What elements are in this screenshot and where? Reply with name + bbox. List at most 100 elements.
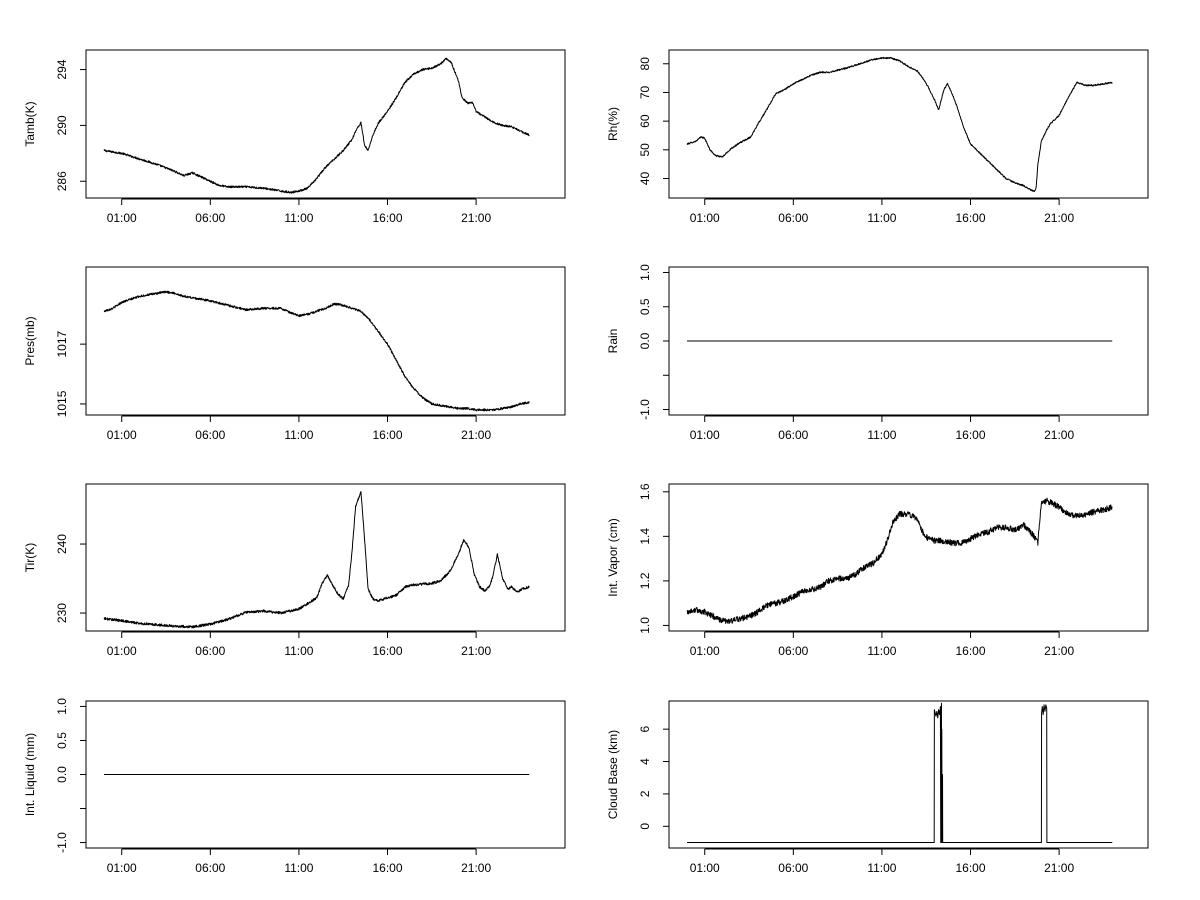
y-axis-pres: 1015 1017 (55, 330, 87, 417)
x-tick-label: 01:00 (107, 861, 137, 875)
y-tick-label: 286 (55, 171, 69, 191)
x-tick-label: 21:00 (461, 861, 491, 875)
y-tick-label: 240 (55, 534, 69, 554)
y-axis-label-tamb: Tamb(K) (23, 101, 37, 146)
x-tick-label: 21:00 (461, 428, 491, 442)
series-line-int-vapor (686, 497, 1113, 625)
x-axis-cloud-base: 01:00 06:00 11:00 16:00 21:00 (690, 848, 1074, 875)
x-tick-label: 01:00 (107, 644, 137, 658)
y-tick-label: 4 (638, 758, 652, 765)
y-axis-rh: 40 50 60 70 80 (638, 57, 670, 186)
y-axis-label-int-liquid: Int. Liquid (mm) (23, 733, 37, 816)
x-tick-label: 16:00 (956, 211, 986, 225)
y-tick-label: 80 (638, 57, 652, 71)
y-tick-label: -1.0 (638, 399, 652, 420)
panel-pres: 01:00 06:00 11:00 16:00 21:00 1015 1017 Pres(mb… (23, 266, 566, 442)
x-tick-label: 16:00 (373, 211, 403, 225)
x-tick-label: 21:00 (1044, 861, 1074, 875)
y-axis-int-liquid: -1.0 0.0 0.5 1.0 (55, 698, 87, 853)
y-axis-tamb: 286 290 294 (55, 59, 87, 191)
x-tick-label: 11:00 (867, 861, 896, 875)
y-tick-label: 6 (638, 726, 652, 733)
series-line-cloud-base (687, 702, 1113, 843)
x-axis-rh: 01:00 06:00 11:00 16:00 21:00 (690, 198, 1074, 225)
x-tick-label: 21:00 (461, 211, 491, 225)
x-tick-label: 16:00 (373, 428, 403, 442)
plot-frame-cloud-base (668, 700, 1149, 849)
x-tick-label: 16:00 (373, 861, 403, 875)
panel-int-liquid: 01:00 06:00 11:00 16:00 21:00 -1.0 0.0 0.5 1.0 In… (23, 698, 566, 875)
panel-tir: 01:00 06:00 11:00 16:00 21:00 230 240 Tir(K) (23, 483, 566, 658)
y-tick-label: 1015 (55, 390, 69, 417)
x-tick-label: 01:00 (690, 644, 720, 658)
y-tick-label: 1.6 (638, 483, 652, 500)
series-line-pres (103, 290, 530, 412)
plot-frame-tir (85, 483, 566, 632)
y-tick-label: 50 (638, 143, 652, 157)
x-tick-label: 06:00 (778, 861, 808, 875)
y-axis-rain: -1.0 0.0 0.5 1.0 (638, 264, 670, 420)
x-tick-label: 01:00 (107, 428, 137, 442)
x-axis-tir: 01:00 06:00 11:00 16:00 21:00 (107, 631, 491, 658)
y-axis-cloud-base: 0 2 4 6 (638, 726, 670, 830)
x-tick-label: 06:00 (778, 211, 808, 225)
x-tick-label: 21:00 (461, 644, 491, 658)
x-tick-label: 21:00 (1044, 211, 1074, 225)
x-axis-rain: 01:00 06:00 11:00 16:00 21:00 (690, 415, 1074, 442)
y-tick-label: 0.0 (638, 332, 652, 349)
x-tick-label: 11:00 (284, 644, 313, 658)
plot-frame-pres (85, 266, 566, 416)
y-axis-int-vapor: 1.0 1.2 1.4 1.6 (638, 483, 670, 634)
y-tick-label: -1.0 (55, 832, 69, 853)
y-axis-label-tir: Tir(K) (23, 543, 37, 573)
x-tick-label: 06:00 (195, 644, 225, 658)
y-tick-label: 1.4 (638, 528, 652, 545)
y-axis-label-pres: Pres(mb) (23, 316, 37, 365)
y-axis-tir: 230 240 (55, 534, 87, 623)
y-tick-label: 40 (638, 172, 652, 186)
y-tick-label: 0.0 (55, 766, 69, 783)
x-tick-label: 06:00 (778, 644, 808, 658)
y-tick-label: 0.5 (638, 298, 652, 315)
x-tick-label: 01:00 (690, 428, 720, 442)
x-tick-label: 06:00 (195, 428, 225, 442)
x-tick-label: 11:00 (867, 644, 896, 658)
panel-rain: 01:00 06:00 11:00 16:00 21:00 -1.0 0.0 0.5 1.0 Ra… (606, 264, 1149, 442)
y-tick-label: 1.0 (55, 698, 69, 715)
y-tick-label: 1.2 (638, 572, 652, 589)
x-tick-label: 01:00 (690, 861, 720, 875)
x-axis-pres: 01:00 06:00 11:00 16:00 21:00 (107, 415, 491, 442)
x-tick-label: 01:00 (690, 211, 720, 225)
y-axis-label-cloud-base: Cloud Base (km) (606, 730, 620, 819)
y-tick-label: 70 (638, 85, 652, 99)
x-tick-label: 06:00 (778, 428, 808, 442)
y-tick-label: 290 (55, 115, 69, 135)
x-tick-label: 11:00 (284, 211, 313, 225)
x-tick-label: 01:00 (107, 211, 137, 225)
panel-tamb: 01:00 06:00 11:00 16:00 21:00 286 290 294 Tamb(K… (23, 49, 566, 225)
y-axis-label-rh: Rh(%) (606, 107, 620, 141)
plot-frame-int-vapor (668, 483, 1149, 632)
x-axis-int-vapor: 01:00 06:00 11:00 16:00 21:00 (690, 631, 1074, 658)
y-tick-label: 1.0 (638, 617, 652, 634)
x-tick-label: 11:00 (867, 428, 896, 442)
x-tick-label: 21:00 (1044, 428, 1074, 442)
y-tick-label: 0 (638, 823, 652, 830)
plot-frame-tamb (85, 49, 566, 199)
x-axis-tamb: 01:00 06:00 11:00 16:00 21:00 (107, 198, 491, 225)
x-axis-int-liquid: 01:00 06:00 11:00 16:00 21:00 (107, 848, 491, 875)
panel-cloud-base: 01:00 06:00 11:00 16:00 21:00 0 2 4 6 Cloud Base … (606, 700, 1149, 875)
x-tick-label: 16:00 (956, 428, 986, 442)
x-tick-label: 11:00 (284, 428, 313, 442)
x-tick-label: 11:00 (867, 211, 896, 225)
y-axis-label-int-vapor: Int. Vapor (cm) (606, 518, 620, 596)
y-tick-label: 60 (638, 114, 652, 128)
x-tick-label: 21:00 (1044, 644, 1074, 658)
y-tick-label: 0.5 (55, 732, 69, 749)
y-tick-label: 1.0 (638, 264, 652, 281)
panel-int-vapor: 01:00 06:00 11:00 16:00 21:00 1.0 1.2 1.4 1.6 Int… (606, 483, 1149, 658)
panel-rh: 01:00 06:00 11:00 16:00 21:00 40 50 60 70 80 Rh(%) (606, 49, 1149, 225)
series-line-tir (103, 490, 530, 629)
x-tick-label: 16:00 (956, 861, 986, 875)
